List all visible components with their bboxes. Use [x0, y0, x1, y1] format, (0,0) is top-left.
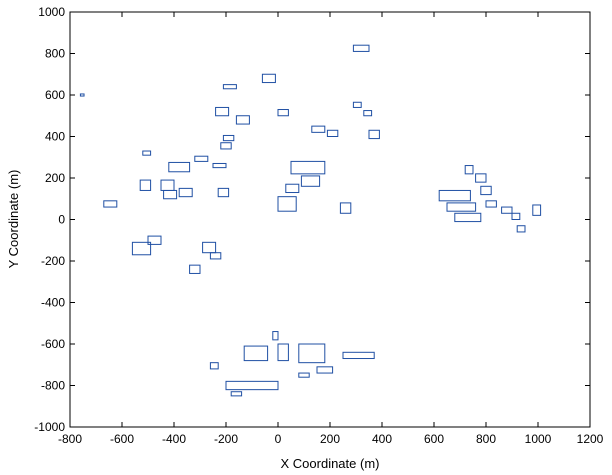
building-outline-38: [475, 173, 487, 183]
x-tick-label-3: -200: [214, 432, 238, 446]
building-outline-14: [142, 150, 152, 156]
building-outline-16: [194, 155, 209, 162]
building-outline-2: [261, 73, 276, 84]
building-outline-53: [225, 380, 279, 391]
building-outline-17: [212, 162, 227, 169]
building-outline-5: [235, 115, 250, 125]
building-outline-15: [168, 161, 191, 173]
plot-area-frame: [69, 11, 591, 428]
building-outline-22: [163, 189, 178, 200]
x-tick-label-10: 1200: [577, 432, 604, 446]
building-outline-23: [178, 187, 193, 198]
building-outline-31: [202, 241, 217, 254]
building-outline-45: [209, 362, 219, 370]
building-outline-40: [485, 200, 497, 208]
building-outline-18: [290, 160, 326, 175]
x-tick-label-4: 0: [275, 432, 282, 446]
building-outline-52: [298, 372, 310, 378]
building-outline-26: [277, 196, 297, 212]
building-outline-54: [230, 391, 243, 397]
x-tick-label-8: 800: [476, 432, 496, 446]
building-outline-7: [352, 101, 362, 108]
x-tick-label-6: 400: [372, 432, 392, 446]
building-outline-20: [139, 179, 152, 191]
building-outline-44: [532, 204, 542, 216]
building-outline-32: [209, 252, 222, 260]
building-outline-42: [511, 212, 521, 220]
building-outline-1: [352, 44, 370, 52]
y-tick-label-10: 1000: [38, 5, 65, 19]
building-outline-3: [222, 84, 237, 90]
y-tick-label-9: 800: [45, 47, 65, 61]
x-tick-label-2: -400: [162, 432, 186, 446]
x-tick-label-5: 200: [320, 432, 340, 446]
building-outline-43: [516, 225, 526, 233]
y-axis-tick-labels: -1000 -800 -600 -400 -200 0 200 400 600 800 1000: [34, 5, 65, 434]
building-outline-30: [147, 235, 162, 245]
building-outline-49: [298, 343, 326, 364]
building-outline-19: [300, 175, 321, 187]
building-outline-29: [131, 241, 152, 256]
y-tick-label-5: 0: [58, 213, 65, 227]
building-outline-6: [277, 109, 289, 117]
x-tick-label-1: -600: [110, 432, 134, 446]
building-outline-13: [220, 142, 232, 150]
y-tick-label-4: -200: [41, 254, 65, 268]
x-tick-label-9: 1000: [525, 432, 552, 446]
building-outline-37: [464, 165, 474, 175]
y-tick-label-1: -800: [41, 379, 65, 393]
building-outline-4: [215, 106, 230, 117]
y-tick-label-2: -600: [41, 337, 65, 351]
x-axis-tick-labels: -800 -600 -400 -200 0 200 400 600 800 1000 1200: [58, 432, 604, 446]
building-outline-28: [339, 202, 352, 214]
building-outline-34: [438, 189, 471, 202]
building-outline-25: [103, 200, 118, 208]
building-outline-24: [217, 187, 230, 198]
building-outline-39: [480, 185, 492, 196]
x-axis-ticks: [69, 12, 591, 427]
building-outline-0: [79, 93, 85, 97]
x-tick-label-7: 600: [424, 432, 444, 446]
y-tick-label-6: 200: [45, 171, 65, 185]
building-outline-10: [326, 129, 339, 137]
building-outline-9: [311, 125, 326, 133]
building-outlines: [79, 44, 542, 397]
y-tick-label-0: -1000: [34, 420, 65, 434]
y-axis-ticks: [70, 11, 590, 428]
x-tick-label-0: -800: [58, 432, 82, 446]
building-outline-47: [272, 331, 279, 341]
building-outline-35: [446, 202, 477, 212]
building-outline-33: [189, 264, 201, 274]
building-outline-8: [363, 110, 373, 117]
building-outline-27: [285, 183, 300, 194]
building-outline-51: [316, 366, 334, 374]
building-outline-12: [222, 134, 235, 142]
building-outline-46: [243, 345, 269, 362]
building-outline-36: [454, 212, 482, 223]
y-tick-label-3: -400: [41, 296, 65, 310]
x-axis-label: X Coordinate (m): [281, 456, 380, 471]
y-tick-label-7: 400: [45, 130, 65, 144]
building-outline-48: [277, 343, 289, 362]
building-outline-50: [342, 351, 375, 360]
y-axis-label: Y Coordinate (m): [6, 170, 21, 269]
building-outline-41: [501, 206, 513, 214]
y-tick-label-8: 600: [45, 88, 65, 102]
building-outline-11: [368, 129, 380, 140]
